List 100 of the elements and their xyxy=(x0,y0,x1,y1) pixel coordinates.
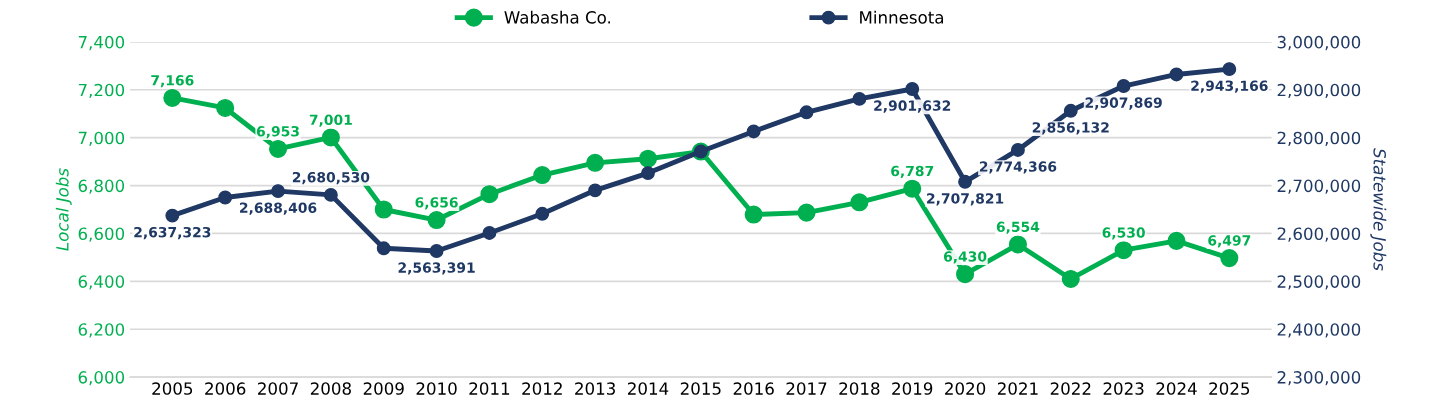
point xyxy=(1114,241,1133,260)
point xyxy=(165,208,180,223)
x-tick-label: 2017 xyxy=(786,382,827,395)
x-tick-label: 2014 xyxy=(627,382,669,395)
point xyxy=(588,183,603,198)
x-tick-label: 2016 xyxy=(733,382,774,395)
legend-label: Minnesota xyxy=(860,10,943,24)
data-label: 2,856,132 xyxy=(1032,122,1109,135)
point xyxy=(903,179,922,198)
point xyxy=(271,184,285,199)
point xyxy=(323,187,338,202)
point xyxy=(1061,269,1080,288)
point xyxy=(746,124,761,139)
point xyxy=(374,200,393,219)
point xyxy=(797,203,816,222)
point xyxy=(641,166,655,181)
y2-tick-label: 2,300,000 xyxy=(1277,371,1361,386)
data-label: 7,001 xyxy=(309,114,352,127)
data-label: 6,430 xyxy=(943,251,987,264)
y-tick-label: 6,000 xyxy=(78,371,125,386)
point xyxy=(850,193,869,212)
x-tick-label: 2025 xyxy=(1209,382,1250,395)
point xyxy=(216,98,235,118)
x-tick-label: 2018 xyxy=(839,382,880,395)
point xyxy=(905,82,920,96)
y2-tick-label: 2,500,000 xyxy=(1277,275,1361,290)
point xyxy=(163,88,182,107)
y2-tick-label: 3,000,000 xyxy=(1277,35,1361,51)
x-tick-label: 2015 xyxy=(680,382,721,395)
x-tick-label: 2022 xyxy=(1050,382,1091,395)
x-tick-label: 2007 xyxy=(258,382,298,395)
y-tick-label: 7,200 xyxy=(78,83,125,99)
x-tick-label: 2021 xyxy=(997,382,1038,395)
point xyxy=(1116,79,1131,93)
data-label: 2,707,821 xyxy=(927,193,1004,206)
point xyxy=(1010,143,1025,157)
point xyxy=(480,185,499,204)
x-tick-label: 2023 xyxy=(1103,382,1144,395)
x-tick-label: 2011 xyxy=(469,382,510,395)
x-tick-label: 2005 xyxy=(152,382,193,395)
point xyxy=(958,174,973,189)
data-label: 2,774,366 xyxy=(979,161,1057,174)
point xyxy=(799,105,814,120)
point xyxy=(1169,67,1184,82)
point xyxy=(427,211,446,230)
y2-tick-label: 2,800,000 xyxy=(1277,131,1361,146)
point xyxy=(1063,103,1078,118)
x-tick-label: 2013 xyxy=(575,382,615,395)
y2-tick-label: 2,400,000 xyxy=(1277,323,1361,338)
data-label: 2,688,406 xyxy=(240,202,317,215)
point xyxy=(1220,249,1239,268)
point xyxy=(1222,62,1237,77)
y2-tick-label: 2,900,000 xyxy=(1277,83,1361,99)
y-tick-label: 6,400 xyxy=(78,275,125,290)
y2-axis-title: Statewide Jobs xyxy=(1370,148,1387,271)
data-label: 6,554 xyxy=(996,221,1040,234)
point xyxy=(482,226,497,240)
point xyxy=(852,91,867,106)
y2-tick-label: 2,600,000 xyxy=(1277,227,1361,242)
y-tick-label: 6,200 xyxy=(78,323,125,338)
data-label: 6,497 xyxy=(1208,235,1251,248)
y-tick-label: 6,600 xyxy=(78,227,125,242)
data-label: 7,166 xyxy=(151,75,194,88)
x-tick-label: 2012 xyxy=(522,382,562,395)
data-label: 2,637,323 xyxy=(134,226,211,240)
point xyxy=(956,265,975,284)
data-label: 2,563,391 xyxy=(398,262,475,275)
y-tick-label: 7,400 xyxy=(78,35,125,51)
point xyxy=(533,165,552,185)
x-tick-label: 2020 xyxy=(945,382,986,395)
x-tick-label: 2006 xyxy=(205,382,246,395)
x-tick-label: 2010 xyxy=(416,382,457,395)
y-axis-title: Local Jobs xyxy=(55,168,72,251)
data-label: 2,901,632 xyxy=(874,100,951,113)
point xyxy=(638,149,658,168)
point xyxy=(744,205,763,224)
point xyxy=(1167,231,1186,250)
point xyxy=(1008,235,1027,254)
point xyxy=(535,206,550,221)
x-tick-label: 2024 xyxy=(1156,382,1197,395)
data-label: 6,953 xyxy=(256,126,299,139)
point xyxy=(429,244,444,258)
y2-tick-label: 2,700,000 xyxy=(1277,179,1361,194)
data-label: 2,907,869 xyxy=(1085,97,1162,110)
data-label: 2,943,166 xyxy=(1191,80,1268,93)
data-label: 6,656 xyxy=(415,197,458,210)
legend-label: Wabasha Co. xyxy=(504,10,611,24)
y-tick-label: 6,800 xyxy=(78,179,125,194)
point xyxy=(269,139,288,158)
point xyxy=(321,128,340,147)
data-label: 6,787 xyxy=(891,165,934,179)
x-tick-label: 2009 xyxy=(363,382,404,395)
data-label: 6,530 xyxy=(1102,227,1145,240)
data-label: 2,680,530 xyxy=(292,171,370,185)
y-tick-label: 7,000 xyxy=(78,131,125,146)
point xyxy=(586,153,605,172)
point xyxy=(376,241,391,256)
x-tick-label: 2019 xyxy=(892,382,933,395)
point xyxy=(218,190,233,205)
x-tick-label: 2008 xyxy=(310,382,351,395)
